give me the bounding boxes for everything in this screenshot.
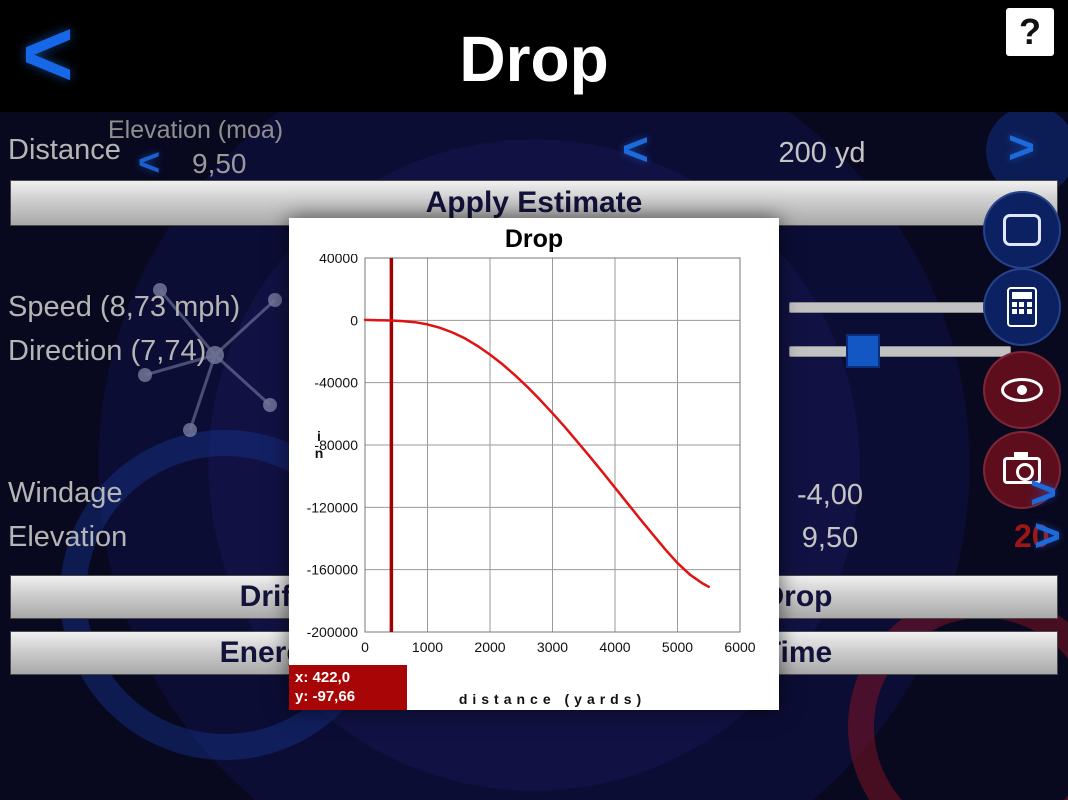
svg-text:0: 0 bbox=[361, 639, 369, 655]
monitor-icon bbox=[1003, 214, 1041, 246]
cursor-readout: x: 422,0 y: -97,66 bbox=[289, 665, 407, 710]
svg-text:5000: 5000 bbox=[662, 639, 693, 655]
svg-text:-160000: -160000 bbox=[307, 562, 359, 578]
view-tool-button[interactable] bbox=[983, 351, 1061, 429]
elevation-label: Elevation bbox=[8, 521, 128, 553]
wind-direction-slider[interactable] bbox=[789, 346, 1011, 357]
display-tool-button[interactable] bbox=[983, 191, 1061, 269]
camera-tool-button[interactable] bbox=[983, 431, 1061, 509]
svg-text:1000: 1000 bbox=[412, 639, 443, 655]
camera-icon bbox=[1003, 451, 1041, 484]
svg-text:-120000: -120000 bbox=[307, 499, 359, 515]
page-title: Drop bbox=[459, 23, 609, 95]
help-button[interactable]: ? bbox=[1006, 8, 1054, 56]
eye-icon bbox=[1001, 378, 1043, 402]
header-bar: < Drop ? bbox=[0, 0, 1068, 112]
cursor-y-value: y: -97,66 bbox=[295, 688, 356, 705]
svg-text:2000: 2000 bbox=[474, 639, 505, 655]
elevation-next-chevron-icon[interactable]: > bbox=[1034, 509, 1061, 561]
back-button[interactable]: < bbox=[22, 0, 74, 107]
svg-text:4000: 4000 bbox=[599, 639, 630, 655]
svg-text:-40000: -40000 bbox=[314, 375, 358, 391]
svg-text:0: 0 bbox=[350, 312, 358, 328]
calculator-tool-button[interactable] bbox=[983, 268, 1061, 346]
wind-speed-slider[interactable] bbox=[789, 302, 1011, 313]
distance-value: 200 yd bbox=[778, 137, 866, 169]
drop-chart-modal: Drop 0 1000 2000 3000 4000 5000 6000 40000 0 -400… bbox=[289, 218, 779, 710]
windage-label: Windage bbox=[8, 477, 123, 509]
svg-text:i: i bbox=[317, 428, 321, 444]
calculator-icon bbox=[1007, 287, 1037, 327]
elevation-moa-value: 9,50 bbox=[192, 148, 247, 179]
svg-text:40000: 40000 bbox=[319, 254, 358, 266]
svg-text:6000: 6000 bbox=[724, 639, 755, 655]
windage-next-chevron-icon[interactable]: > bbox=[1030, 466, 1057, 518]
elevation-moa-label: Elevation (moa) bbox=[108, 116, 284, 144]
elevation-moa-chevron-left-icon[interactable]: < bbox=[138, 142, 161, 184]
svg-text:-80000: -80000 bbox=[314, 437, 358, 453]
drop-chart[interactable]: 0 1000 2000 3000 4000 5000 6000 40000 0 -40000 -80… bbox=[289, 254, 779, 710]
distance-label: Distance bbox=[8, 134, 121, 166]
wind-direction-slider-handle[interactable] bbox=[846, 334, 880, 368]
svg-text:distance (yards): distance (yards) bbox=[459, 691, 646, 707]
svg-text:3000: 3000 bbox=[537, 639, 568, 655]
windage-value: -4,00 bbox=[796, 479, 864, 511]
wind-rose-graphic bbox=[138, 283, 282, 437]
chart-title: Drop bbox=[504, 225, 564, 253]
wind-direction-label: Direction (7,74) bbox=[8, 335, 207, 367]
svg-text:n: n bbox=[315, 445, 324, 461]
distance-increase-chevron-icon[interactable]: > bbox=[1008, 121, 1035, 173]
elevation-value: 9,50 bbox=[801, 522, 859, 554]
distance-decrease-chevron-icon[interactable]: < bbox=[622, 123, 649, 175]
cursor-x-value: x: 422,0 bbox=[295, 669, 351, 686]
wind-speed-label: Speed (8,73 mph) bbox=[8, 291, 241, 323]
svg-text:-200000: -200000 bbox=[307, 624, 359, 640]
elevation-badge: 20 bbox=[1014, 518, 1050, 554]
